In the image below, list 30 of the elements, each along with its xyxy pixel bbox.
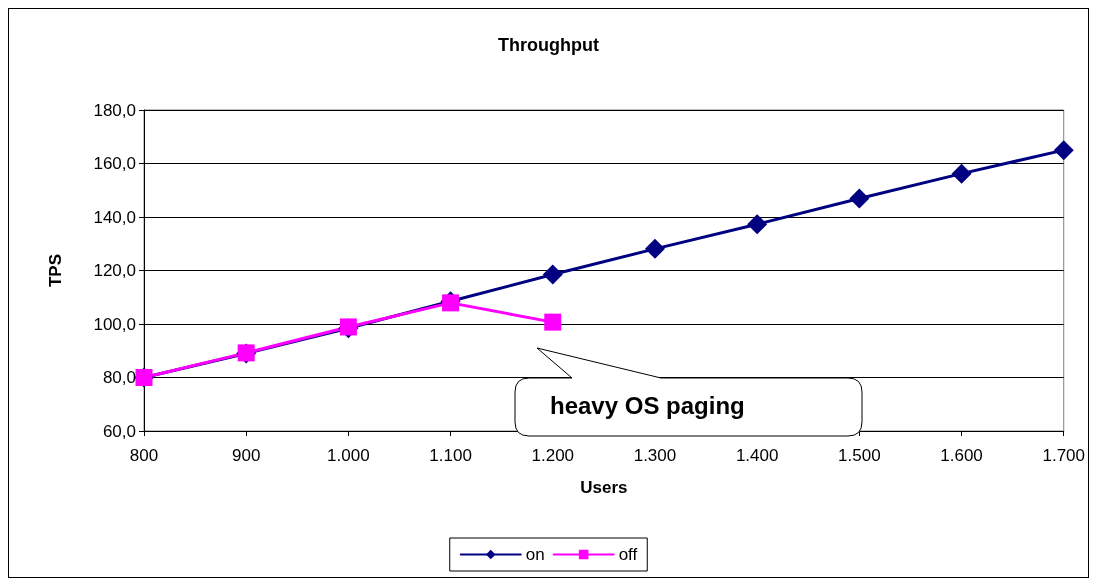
point [644, 238, 665, 259]
x-axis-title: Users [580, 478, 628, 497]
point [849, 188, 870, 209]
x-tick-label: 900 [232, 446, 261, 465]
legend-label: on [525, 545, 545, 564]
y-tick-label: 140,0 [93, 207, 136, 227]
x-tick-label: 1.000 [327, 446, 370, 465]
annotation: heavy OS paging [550, 392, 745, 420]
x-tick-label: 1.400 [735, 446, 779, 465]
y-tick-label: 160,0 [93, 154, 136, 173]
x-tick-label: 1.600 [940, 446, 983, 465]
x-tick-label: 1.300 [633, 446, 677, 465]
y-tick-label: 120,0 [93, 261, 136, 280]
legend-label: off [618, 545, 638, 564]
point [542, 264, 563, 285]
y-tick-label: 60,0 [102, 421, 136, 441]
x-tick-label: 800 [129, 446, 159, 465]
point [544, 313, 562, 331]
x-tick-label: 1.100 [429, 446, 472, 465]
point [747, 214, 768, 235]
x-tick-label: 1.500 [838, 446, 881, 465]
y-tick-label: 180,0 [93, 100, 136, 120]
y-tick-label: 80,0 [102, 368, 136, 387]
point [1053, 140, 1074, 161]
x-tick-label: 1.700 [1042, 446, 1085, 465]
y-tick-label: 100,0 [93, 314, 136, 334]
y-axis-title: TPS [46, 253, 65, 288]
point [951, 163, 972, 184]
chart-title: Throughput [498, 35, 599, 55]
x-tick-label: 1.200 [531, 446, 575, 465]
